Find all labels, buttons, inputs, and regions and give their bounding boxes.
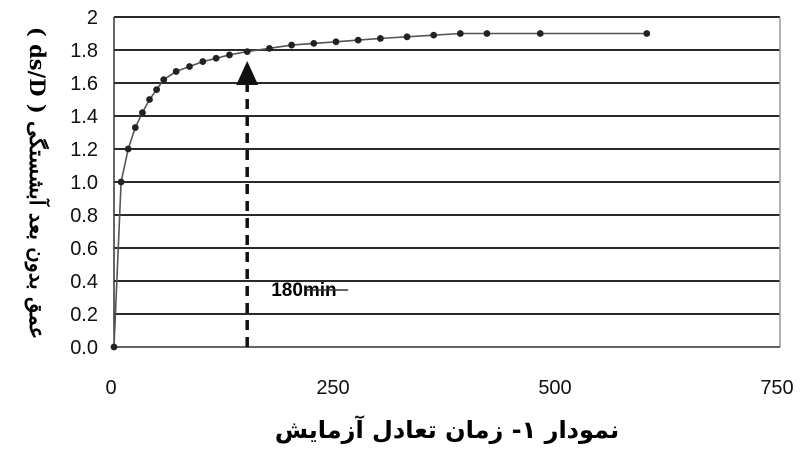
annotation-arrowhead	[236, 61, 259, 85]
grid-lines	[114, 16, 780, 315]
data-point-20	[403, 33, 411, 41]
y-axis-label: عمق بدون بعد آبشستگی ( ds/D )	[24, 27, 51, 339]
axes	[113, 16, 781, 348]
data-point-9	[186, 63, 193, 70]
data-point-14	[266, 44, 273, 52]
data-point-10	[199, 58, 207, 65]
data-point-17	[332, 38, 340, 46]
y-tick-label-1: 0.2	[70, 304, 98, 326]
data-point-11	[212, 54, 220, 62]
data-point-25	[643, 30, 651, 37]
data-point-8	[172, 68, 180, 75]
y-tick-label-3: 0.6	[70, 238, 98, 260]
x-tick-label-2: 500	[538, 377, 571, 399]
data-point-7	[160, 76, 168, 84]
y-tick-label-4: 0.8	[70, 205, 98, 227]
data-point-3	[131, 124, 139, 131]
data-point-19	[377, 35, 384, 42]
y-tick-label-0: 0.0	[70, 337, 98, 359]
data-point-21	[430, 31, 438, 39]
data-point-24	[536, 30, 544, 37]
annotation-label: 180min	[271, 280, 336, 301]
data-point-18	[354, 36, 362, 44]
data-point-15	[288, 41, 295, 49]
y-tick-label-9: 1.8	[70, 40, 98, 62]
x-tick-label-0: 0	[105, 377, 116, 399]
series-line-0	[113, 32, 647, 348]
data-point-0	[110, 343, 118, 351]
data-point-2	[124, 145, 132, 153]
data-point-13	[243, 48, 251, 56]
chart-caption: نمودار ۱- زمان تعادل آزمایش	[275, 415, 619, 444]
data-point-22	[456, 30, 464, 37]
y-tick-label-8: 1.6	[70, 73, 98, 95]
data-series	[110, 30, 651, 351]
data-point-1	[117, 178, 125, 186]
y-tick-label-2: 0.4	[70, 271, 98, 293]
y-tick-label-10: 2	[87, 7, 98, 29]
annotation-180min: 180min	[236, 61, 349, 347]
y-tick-label-5: 1.0	[70, 172, 98, 194]
y-tick-label-7: 1.4	[70, 106, 98, 128]
x-tick-labels: 0 250 500 750	[105, 377, 793, 399]
y-tick-label-6: 1.2	[70, 139, 98, 161]
data-point-5	[146, 96, 153, 103]
y-tick-labels: 0.0 0.2 0.4 0.6 0.8 1.0 1.2 1.4 1.6 1.8 2	[70, 7, 98, 359]
x-tick-label-1: 250	[316, 377, 349, 399]
data-point-4	[139, 109, 146, 117]
data-point-23	[483, 30, 491, 37]
x-tick-label-3: 750	[760, 377, 793, 399]
data-point-6	[153, 86, 161, 93]
data-point-16	[310, 40, 318, 47]
data-point-12	[226, 51, 233, 59]
